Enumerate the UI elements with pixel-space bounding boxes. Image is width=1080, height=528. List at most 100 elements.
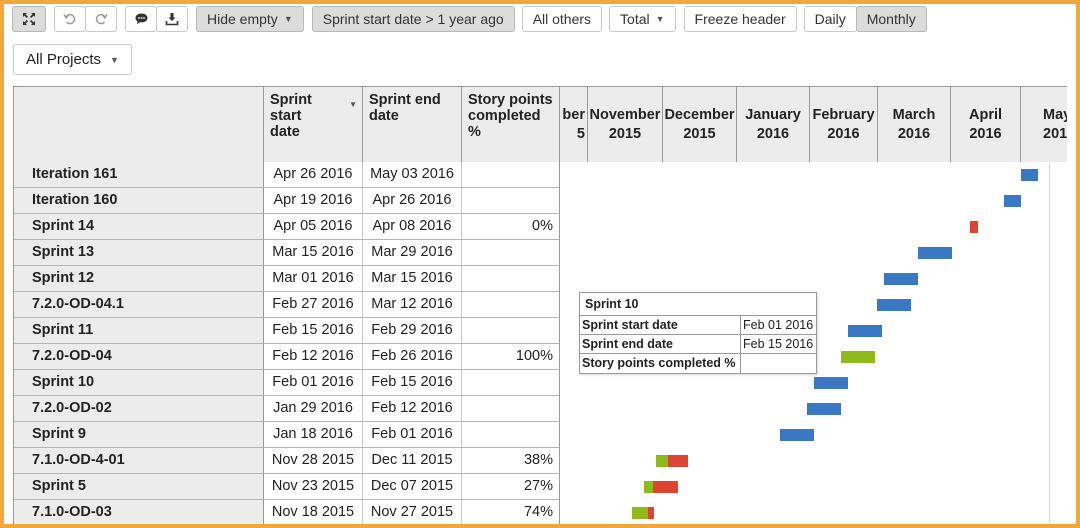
- gantt-bar[interactable]: [848, 325, 883, 337]
- column-header-label: Sprint end date: [369, 92, 441, 124]
- daily-label: Daily: [814, 11, 846, 27]
- gantt-bar-completed[interactable]: [643, 481, 654, 493]
- table-row: Sprint 11 Feb 15 2016 Feb 29 2016: [14, 318, 1067, 344]
- total-dropdown[interactable]: Total ▼: [609, 6, 676, 32]
- month-header-month: February: [812, 106, 875, 123]
- month-header-month: ber: [562, 106, 585, 123]
- gantt-bar[interactable]: [884, 273, 919, 285]
- gantt-bar[interactable]: [813, 377, 848, 389]
- column-header-story-points[interactable]: Story points completed %: [462, 87, 560, 162]
- gantt-bar[interactable]: [1020, 169, 1038, 181]
- gantt-bar-completed[interactable]: [656, 455, 669, 467]
- table-row: 7.2.0-OD-02 Jan 29 2016 Feb 12 2016: [14, 396, 1067, 422]
- freeze-header-button[interactable]: Freeze header: [683, 6, 797, 32]
- row-name-cell[interactable]: 7.1.0-OD-03: [14, 500, 264, 526]
- row-name-cell[interactable]: Sprint 12: [14, 266, 264, 292]
- row-name-cell[interactable]: Sprint 9: [14, 422, 264, 448]
- column-header-sprint-start[interactable]: Sprint start date ▼: [264, 87, 363, 162]
- gantt-bar-completed[interactable]: [840, 351, 875, 363]
- sprint-start-cell: Mar 01 2016: [264, 266, 363, 292]
- column-header-sprint-end[interactable]: Sprint end date: [363, 87, 462, 162]
- gantt-bar-remaining[interactable]: [969, 221, 978, 233]
- hide-empty-label: Hide empty: [207, 11, 278, 27]
- row-name-cell[interactable]: Sprint 5: [14, 474, 264, 500]
- sprint-start-cell: Jan 18 2016: [264, 422, 363, 448]
- period-group: Daily Monthly: [803, 6, 927, 32]
- all-others-label: All others: [532, 11, 592, 27]
- gantt-bar[interactable]: [806, 403, 841, 415]
- sprint-start-cell: Apr 26 2016: [264, 162, 363, 188]
- row-name-cell[interactable]: Iteration 161: [14, 162, 264, 188]
- month-header-year: 2015: [683, 125, 716, 142]
- chevron-down-icon: ▼: [110, 54, 119, 65]
- tooltip-row: Sprint end date Feb 15 2016: [580, 335, 816, 354]
- all-others-button[interactable]: All others: [521, 6, 603, 32]
- monthly-button[interactable]: Monthly: [855, 6, 927, 32]
- table-row: Sprint 14 Apr 05 2016 Apr 08 2016 0%: [14, 214, 1067, 240]
- sprint-end-cell: Apr 26 2016: [363, 188, 462, 214]
- month-header: December 2015: [663, 87, 737, 162]
- header-row: Sprint start date ▼ Sprint end date Stor…: [14, 86, 1067, 162]
- sprint-start-cell: Feb 01 2016: [264, 370, 363, 396]
- sprint-end-cell: Nov 27 2015: [363, 500, 462, 526]
- sprint-end-cell: Feb 15 2016: [363, 370, 462, 396]
- today-line: [1049, 162, 1050, 526]
- story-points-cell: [462, 240, 560, 266]
- sprint-end-cell: May 03 2016: [363, 162, 462, 188]
- month-header-year: 2016: [756, 125, 790, 142]
- month-header-month: December: [664, 106, 735, 123]
- story-points-cell: 27%: [462, 474, 560, 500]
- chevron-down-icon: ▼: [655, 14, 665, 24]
- sprint-end-cell: Apr 08 2016: [363, 214, 462, 240]
- expand-button[interactable]: [12, 6, 46, 32]
- month-header: January 2016: [737, 87, 810, 162]
- daily-button[interactable]: Daily: [803, 6, 857, 32]
- row-name-cell[interactable]: Sprint 14: [14, 214, 264, 240]
- tooltip-value: Feb 15 2016: [743, 337, 814, 351]
- month-header-year: 5: [576, 125, 585, 142]
- sort-down-icon[interactable]: ▼: [349, 100, 357, 109]
- undo-button[interactable]: [54, 6, 86, 32]
- row-name-cell[interactable]: 7.1.0-OD-4-01: [14, 448, 264, 474]
- comment-button[interactable]: [125, 6, 157, 32]
- sprint-end-cell: Feb 12 2016: [363, 396, 462, 422]
- sprint-start-filter-label: Sprint start date > 1 year ago: [322, 11, 504, 27]
- gantt-bar[interactable]: [1003, 195, 1021, 207]
- sprint-start-cell: Mar 15 2016: [264, 240, 363, 266]
- monthly-label: Monthly: [866, 11, 916, 27]
- row-name-cell[interactable]: Iteration 160: [14, 188, 264, 214]
- redo-button[interactable]: [85, 6, 117, 32]
- sprint-end-cell: Dec 07 2015: [363, 474, 462, 500]
- story-points-cell: [462, 422, 560, 448]
- row-name-cell[interactable]: Sprint 11: [14, 318, 264, 344]
- gantt-bar-remaining[interactable]: [647, 507, 654, 519]
- story-points-cell: [462, 318, 560, 344]
- toolbar: Hide empty ▼ Sprint start date > 1 year …: [12, 6, 927, 32]
- row-name-cell[interactable]: 7.2.0-OD-04.1: [14, 292, 264, 318]
- row-name-cell[interactable]: Sprint 10: [14, 370, 264, 396]
- gantt-bar-remaining[interactable]: [653, 481, 678, 493]
- row-name-cell[interactable]: 7.2.0-OD-02: [14, 396, 264, 422]
- hide-empty-dropdown[interactable]: Hide empty ▼: [196, 6, 304, 32]
- project-selector[interactable]: All Projects ▼: [13, 44, 132, 75]
- sprint-start-filter-button[interactable]: Sprint start date > 1 year ago: [311, 6, 515, 32]
- gantt-bar-completed[interactable]: [631, 507, 648, 519]
- freeze-header-label: Freeze header: [694, 11, 786, 27]
- month-header-month: March: [892, 106, 936, 123]
- row-name-cell[interactable]: 7.2.0-OD-04: [14, 344, 264, 370]
- tooltip-value: [741, 354, 816, 373]
- gantt-bar[interactable]: [779, 429, 814, 441]
- sprint-start-cell: Feb 12 2016: [264, 344, 363, 370]
- month-header-month: January: [745, 106, 801, 123]
- gantt-bar[interactable]: [877, 299, 912, 311]
- sprint-end-cell: Mar 15 2016: [363, 266, 462, 292]
- month-header-year: 2016: [827, 125, 860, 142]
- expand-icon: [23, 13, 35, 25]
- month-header-month: November: [589, 106, 661, 123]
- download-button[interactable]: [156, 6, 188, 32]
- gantt-bar[interactable]: [918, 247, 953, 259]
- gantt-bar-remaining[interactable]: [668, 455, 688, 467]
- chevron-down-icon: ▼: [283, 14, 293, 24]
- row-name-cell[interactable]: Sprint 13: [14, 240, 264, 266]
- month-header-month: May: [1043, 106, 1067, 123]
